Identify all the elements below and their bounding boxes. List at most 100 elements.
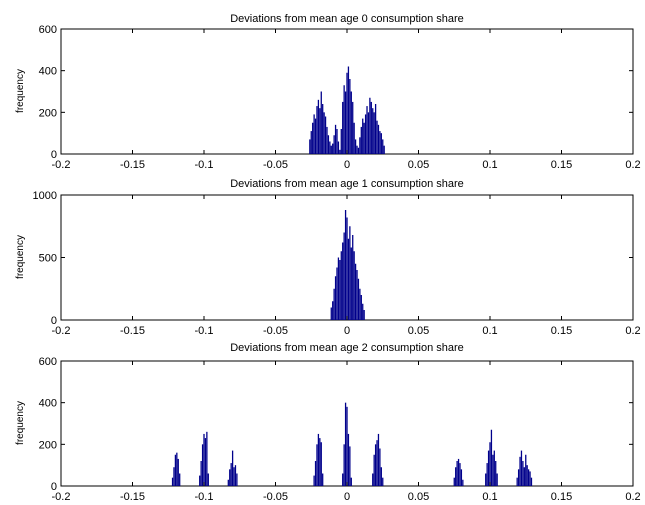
x-tick-label: 0.05 [408, 159, 429, 171]
histogram-bar [382, 477, 384, 486]
histogram-bar [323, 112, 325, 154]
histogram-bar [312, 122, 314, 154]
histogram-bar [347, 238, 350, 320]
histogram-bar [203, 433, 205, 486]
histogram-bar [332, 301, 334, 320]
y-tick-label: 400 [39, 398, 57, 410]
histogram-bar [317, 99, 320, 154]
histogram-bar [492, 454, 494, 486]
histogram-bar [360, 126, 362, 154]
histogram-bar [343, 232, 345, 320]
histogram-bar [490, 429, 493, 486]
histogram-bar [319, 108, 321, 154]
histogram-panel-age-2: -0.2 -0.15 -0.1 -0.05 0 0.05 0.1 0.15 0.2 0 200 400… [15, 342, 641, 503]
histogram-bar [364, 114, 367, 154]
y-tick-label: 0 [51, 149, 57, 161]
histogram-bar [462, 479, 464, 486]
histogram-bar [350, 247, 352, 320]
histogram-bar [356, 145, 358, 154]
histogram-bar [199, 475, 201, 486]
x-tick-label: -0.15 [120, 491, 145, 503]
histogram-bar [362, 118, 364, 154]
histogram-bar [496, 473, 498, 486]
histogram-bar [377, 124, 380, 154]
chart-title: Deviations from mean age 2 consumption s… [230, 342, 464, 354]
histogram-bar [373, 112, 375, 154]
histogram-bar [350, 477, 352, 486]
histogram-bar [376, 440, 378, 486]
histogram-bar [379, 448, 381, 486]
histogram-bar [485, 473, 487, 486]
x-tick-label: 0 [344, 325, 350, 337]
histogram-bar [334, 124, 337, 154]
x-tick-label: -0.2 [52, 491, 71, 503]
histogram-bar [354, 139, 357, 154]
histogram-bar [310, 131, 312, 154]
histogram-bar [236, 473, 238, 486]
x-tick-label: -0.05 [263, 325, 288, 337]
x-tick-label: 0.2 [625, 325, 640, 337]
histogram-bar [370, 101, 372, 154]
histogram-bar [342, 242, 344, 320]
x-tick-label: 0.05 [408, 325, 429, 337]
histogram-bar [336, 267, 338, 320]
histogram-bar [344, 91, 347, 154]
histogram-bar [313, 114, 315, 154]
x-tick-label: -0.2 [52, 325, 71, 337]
histogram-bar [320, 91, 322, 154]
histogram-bar [527, 469, 530, 486]
x-tick-label: -0.1 [195, 159, 214, 171]
histogram-bar [516, 477, 518, 486]
y-tick-label: 0 [51, 315, 57, 327]
histogram-bar [349, 446, 351, 486]
histogram-bar [363, 122, 365, 154]
histogram-bar [357, 278, 360, 320]
histogram-bar [324, 116, 327, 154]
x-tick-label: 0.15 [551, 325, 572, 337]
y-tick-label: 400 [39, 66, 57, 78]
y-axis-label: frequency [15, 235, 26, 279]
histogram-bar [359, 137, 361, 154]
histogram-bar [373, 454, 375, 486]
histogram-bar [233, 467, 235, 486]
histogram-bar [359, 288, 361, 320]
histogram-bar [523, 467, 525, 486]
x-tick-label: 0 [344, 159, 350, 171]
histogram-bar [489, 442, 491, 486]
histogram-bar [517, 469, 520, 486]
histogram-bar [367, 112, 370, 154]
x-tick-label: -0.1 [195, 325, 214, 337]
histogram-bar [309, 139, 311, 154]
x-tick-label: 0.1 [482, 491, 497, 503]
histogram-bar [334, 276, 337, 320]
histogram-panel-age-0: -0.2 -0.15 -0.1 -0.05 0 0.05 0.1 0.15 0.2 0 200 400… [15, 13, 641, 171]
histogram-bar [342, 101, 344, 154]
histogram-bar [457, 458, 460, 486]
y-tick-label: 1000 [33, 190, 57, 202]
y-tick-label: 200 [39, 439, 57, 451]
histogram-bar [314, 118, 317, 154]
histogram-bar [374, 104, 377, 154]
histogram-bar [366, 106, 368, 154]
histogram-bar [526, 465, 528, 486]
histogram-bar [329, 141, 331, 154]
histogram-bar [349, 79, 351, 154]
histogram-bar [530, 477, 533, 486]
x-tick-label: 0.2 [625, 491, 640, 503]
histogram-bar [326, 126, 328, 154]
histogram-bar [372, 473, 374, 486]
histogram-bar [350, 91, 352, 154]
histogram-bar [319, 438, 321, 486]
histogram-bar [353, 122, 355, 154]
histogram-bar [362, 303, 364, 320]
x-tick-label: -0.1 [195, 491, 214, 503]
histogram-bar [327, 135, 330, 154]
histogram-bar [353, 251, 355, 320]
chart-title: Deviations from mean age 0 consumption s… [230, 13, 464, 25]
histogram-bar [229, 469, 231, 486]
histogram-bar [330, 145, 332, 154]
histogram-bar [316, 444, 318, 486]
x-tick-label: 0.15 [551, 159, 572, 171]
histogram-bar [376, 120, 378, 154]
histogram-bar [357, 147, 360, 154]
